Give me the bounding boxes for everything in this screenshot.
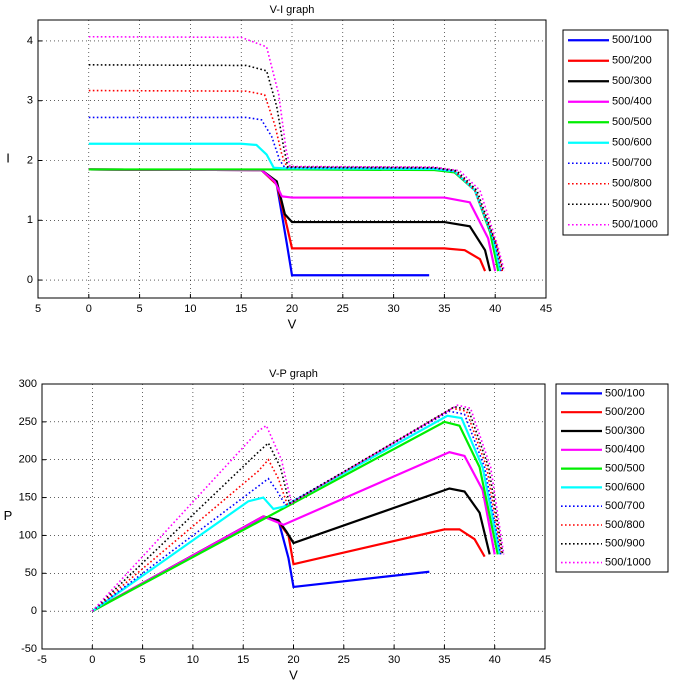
legend-label: 500/700 xyxy=(612,157,652,169)
legend-label: 500/600 xyxy=(605,481,645,493)
y-tick-label: 0 xyxy=(27,274,33,286)
legend-box xyxy=(555,383,669,573)
x-tick-label: 5 xyxy=(35,303,41,315)
x-tick-label: 15 xyxy=(237,654,249,666)
legend-label: 500/400 xyxy=(612,96,652,108)
series-lines xyxy=(91,404,505,613)
legend-box xyxy=(562,29,669,236)
y-tick-label: 200 xyxy=(19,454,37,466)
x-tick-label: 35 xyxy=(438,654,450,666)
y-tick-label: 4 xyxy=(27,35,33,47)
legend-label: 500/1000 xyxy=(605,557,651,569)
y-tick-label: 1 xyxy=(27,214,33,226)
x-tick-label: 25 xyxy=(337,303,349,315)
x-tick-label: 0 xyxy=(89,654,95,666)
legend-label: 500/500 xyxy=(612,116,652,128)
y-axis-label: P xyxy=(4,508,13,523)
x-tick-label: 40 xyxy=(489,654,501,666)
y-tick-label: 50 xyxy=(25,567,37,579)
legend-label: 500/800 xyxy=(612,178,652,190)
y-tick-label: 100 xyxy=(19,529,37,541)
series-line xyxy=(88,168,497,272)
x-tick-label: 30 xyxy=(387,303,399,315)
legend-label: 500/200 xyxy=(605,406,645,418)
x-tick-label: 10 xyxy=(187,654,199,666)
series-lines xyxy=(88,35,506,277)
legend-label: 500/600 xyxy=(612,137,652,149)
x-tick-label: 5 xyxy=(140,654,146,666)
x-tick-label: 25 xyxy=(338,654,350,666)
legend-label: 500/900 xyxy=(605,538,645,550)
legend-label: 500/700 xyxy=(605,500,645,512)
legend-label: 500/1000 xyxy=(612,219,658,231)
x-tick-label: 35 xyxy=(438,303,450,315)
series-line xyxy=(88,35,506,272)
series-line xyxy=(91,420,499,613)
legend-label: 500/300 xyxy=(605,425,645,437)
legend-label: 500/400 xyxy=(605,444,645,456)
x-tick-label: -5 xyxy=(37,654,47,666)
chart: -5 0 5 10 15 20 25 30 35 40 45-5005010015020025030… xyxy=(4,368,669,682)
x-tick-label: 20 xyxy=(286,303,298,315)
legend-label: 500/100 xyxy=(612,34,652,46)
plot-area xyxy=(37,19,547,299)
x-axis-label: V xyxy=(289,667,298,682)
legend-label: 500/300 xyxy=(612,75,652,87)
y-tick-label: 150 xyxy=(19,491,37,503)
legend-label: 500/500 xyxy=(605,463,645,475)
series-line xyxy=(91,414,501,613)
x-tick-label: 10 xyxy=(184,303,196,315)
x-tick-label: 45 xyxy=(539,654,551,666)
series-line xyxy=(91,404,505,612)
x-tick-label: 20 xyxy=(287,654,299,666)
y-tick-label: -50 xyxy=(21,643,37,655)
x-tick-label: 40 xyxy=(489,303,501,315)
x-tick-label: 45 xyxy=(540,303,552,315)
x-axis-label: V xyxy=(288,316,297,331)
y-tick-label: 300 xyxy=(19,378,37,390)
y-axis-label: I xyxy=(6,150,10,165)
y-tick-label: 2 xyxy=(27,154,33,166)
chart-title: V-P graph xyxy=(269,368,318,380)
legend-label: 500/100 xyxy=(605,387,645,399)
legend-label: 500/200 xyxy=(612,55,652,67)
legend-label: 500/900 xyxy=(612,198,652,210)
x-tick-label: 5 xyxy=(137,303,143,315)
x-tick-label: 30 xyxy=(388,654,400,666)
x-tick-label: 15 xyxy=(235,303,247,315)
x-tick-label: 0 xyxy=(86,303,92,315)
series-line xyxy=(88,64,505,272)
y-tick-label: 0 xyxy=(31,605,37,617)
y-tick-label: 250 xyxy=(19,416,37,428)
legend-label: 500/800 xyxy=(605,519,645,531)
chart: 5 0 5 10 15 20 25 30 35 40 45 0 1 2 3 4 V-I graph V I 500/1… xyxy=(6,4,669,331)
chart-title: V-I graph xyxy=(270,4,315,16)
y-tick-label: 3 xyxy=(27,95,33,107)
